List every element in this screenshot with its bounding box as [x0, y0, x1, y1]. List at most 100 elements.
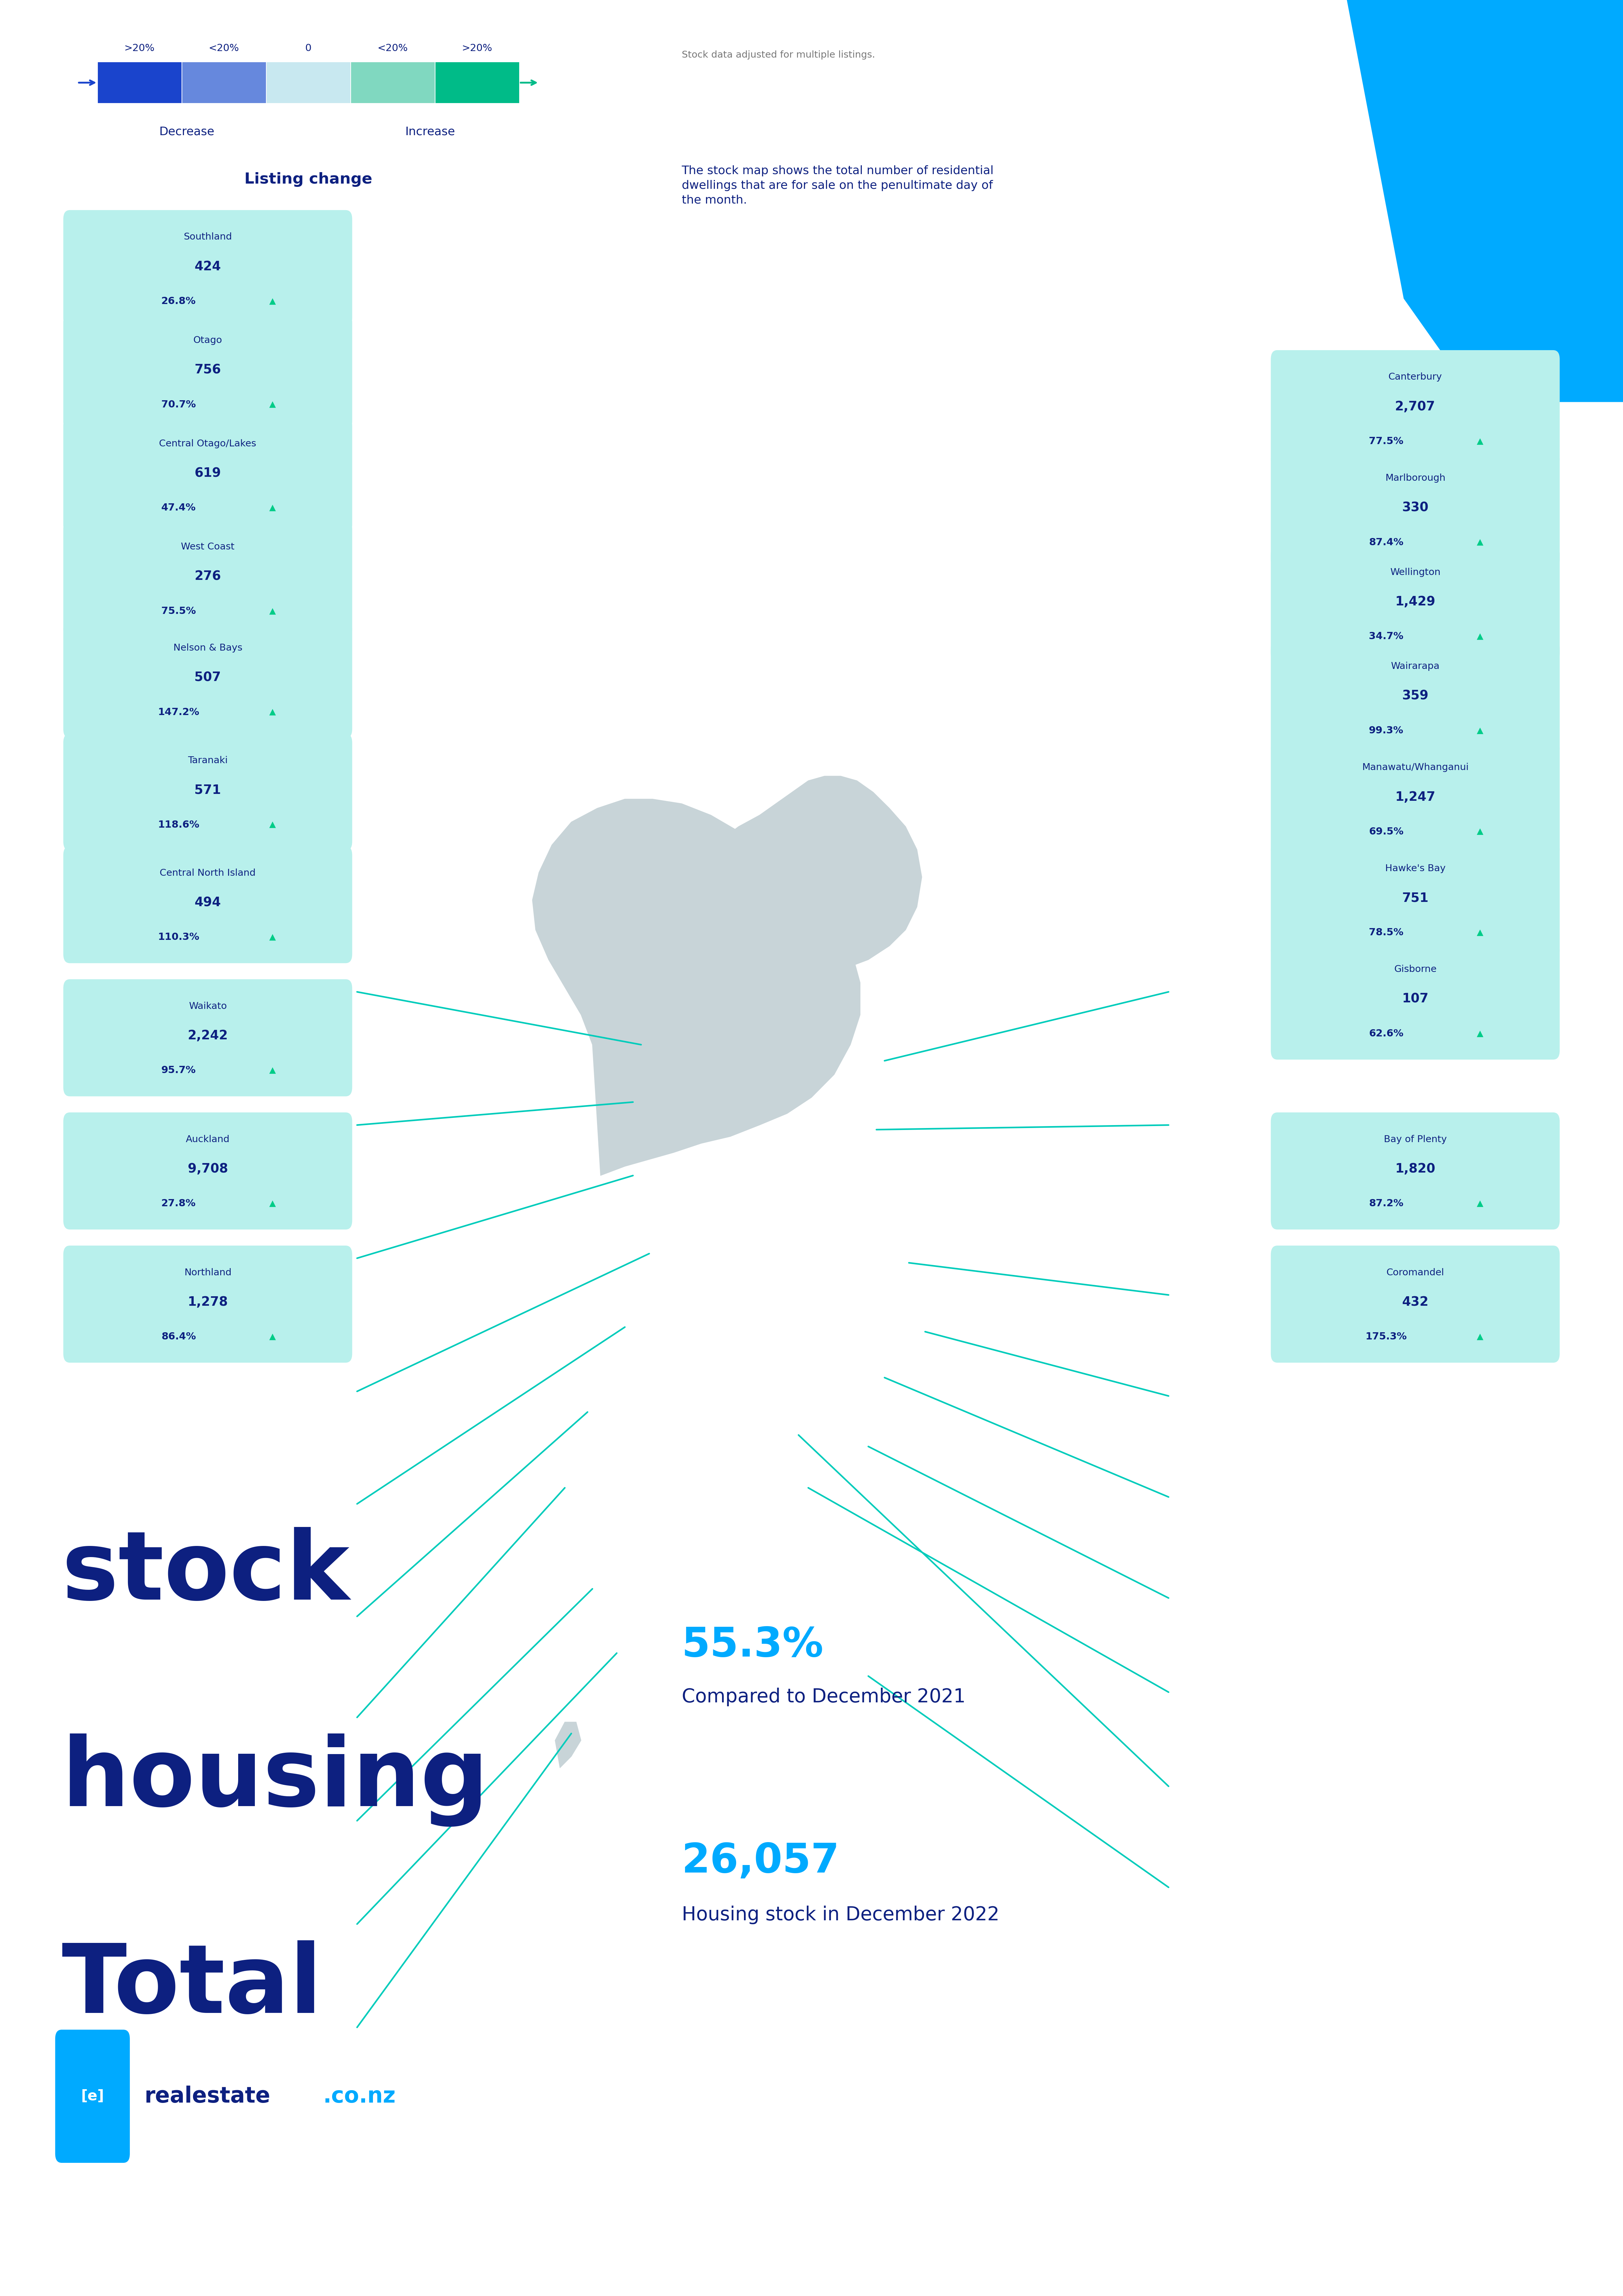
FancyBboxPatch shape [55, 2030, 130, 2163]
FancyBboxPatch shape [63, 978, 352, 1095]
Text: Otago: Otago [193, 335, 222, 344]
Text: housing: housing [62, 1733, 489, 1828]
FancyBboxPatch shape [63, 620, 352, 739]
Text: 78.5%: 78.5% [1368, 928, 1404, 937]
Text: 110.3%: 110.3% [157, 932, 200, 941]
Text: ▲: ▲ [1477, 1332, 1483, 1341]
Text: ▲: ▲ [1477, 1199, 1483, 1208]
Text: 26.8%: 26.8% [161, 296, 196, 305]
Text: 77.5%: 77.5% [1368, 436, 1404, 445]
Text: ▲: ▲ [1477, 827, 1483, 836]
Text: 47.4%: 47.4% [161, 503, 196, 512]
Text: Waikato: Waikato [188, 1001, 227, 1010]
Text: ▲: ▲ [269, 932, 276, 941]
Text: Wellington: Wellington [1389, 567, 1441, 576]
Text: ▲: ▲ [1477, 1029, 1483, 1038]
Text: ▲: ▲ [269, 606, 276, 615]
Text: 9,708: 9,708 [188, 1162, 227, 1176]
Text: 26,057: 26,057 [682, 1841, 839, 1880]
Text: 0: 0 [305, 44, 312, 53]
Text: 432: 432 [1402, 1295, 1428, 1309]
FancyBboxPatch shape [1271, 544, 1560, 661]
Text: 424: 424 [195, 259, 221, 273]
Text: 55.3%: 55.3% [682, 1626, 823, 1665]
Text: realestate: realestate [144, 2085, 271, 2108]
Text: Wairarapa: Wairarapa [1391, 661, 1440, 670]
Text: ▲: ▲ [1477, 631, 1483, 641]
Text: 34.7%: 34.7% [1368, 631, 1404, 641]
Text: ▲: ▲ [269, 707, 276, 716]
Text: 95.7%: 95.7% [161, 1065, 196, 1075]
Text: Gisborne: Gisborne [1394, 964, 1436, 974]
Text: The stock map shows the total number of residential
dwellings that are for sale : The stock map shows the total number of … [682, 165, 993, 207]
FancyBboxPatch shape [1271, 840, 1560, 960]
Text: 147.2%: 147.2% [157, 707, 200, 716]
Text: 1,820: 1,820 [1396, 1162, 1435, 1176]
Text: Central North Island: Central North Island [159, 868, 256, 877]
Text: >20%: >20% [463, 44, 492, 53]
Text: 494: 494 [195, 895, 221, 909]
Text: 27.8%: 27.8% [161, 1199, 196, 1208]
Text: 330: 330 [1402, 501, 1428, 514]
Text: ▲: ▲ [1477, 928, 1483, 937]
Text: Bay of Plenty: Bay of Plenty [1384, 1134, 1446, 1143]
Text: ▲: ▲ [269, 503, 276, 512]
Text: stock: stock [62, 1527, 349, 1619]
FancyBboxPatch shape [351, 62, 435, 103]
PathPatch shape [1347, 0, 1623, 390]
Text: 2,707: 2,707 [1396, 400, 1435, 413]
Text: ▲: ▲ [1477, 537, 1483, 546]
Text: [e]: [e] [81, 2089, 104, 2103]
FancyBboxPatch shape [63, 732, 352, 850]
Text: <20%: <20% [378, 44, 407, 53]
Text: 1,247: 1,247 [1396, 790, 1435, 804]
FancyBboxPatch shape [1271, 941, 1560, 1061]
FancyBboxPatch shape [1271, 739, 1560, 856]
Text: Canterbury: Canterbury [1388, 372, 1443, 381]
FancyBboxPatch shape [97, 62, 182, 103]
Text: 118.6%: 118.6% [157, 820, 200, 829]
FancyBboxPatch shape [63, 519, 352, 636]
Text: 507: 507 [195, 670, 221, 684]
Text: Total: Total [62, 1940, 323, 2032]
Text: 87.4%: 87.4% [1368, 537, 1404, 546]
Text: Stock data adjusted for multiple listings.: Stock data adjusted for multiple listing… [682, 51, 875, 60]
Polygon shape [532, 799, 860, 1176]
FancyBboxPatch shape [63, 845, 352, 964]
Text: 2,242: 2,242 [188, 1029, 227, 1042]
FancyBboxPatch shape [63, 209, 352, 326]
Text: 276: 276 [195, 569, 221, 583]
Text: 87.2%: 87.2% [1368, 1199, 1404, 1208]
Polygon shape [555, 1722, 581, 1768]
FancyBboxPatch shape [182, 62, 266, 103]
FancyBboxPatch shape [435, 62, 519, 103]
FancyBboxPatch shape [1271, 349, 1560, 468]
Text: 70.7%: 70.7% [161, 400, 196, 409]
Text: 107: 107 [1402, 992, 1428, 1006]
Text: 756: 756 [195, 363, 221, 377]
Text: 69.5%: 69.5% [1368, 827, 1404, 836]
FancyBboxPatch shape [63, 416, 352, 533]
Text: ▲: ▲ [1477, 436, 1483, 445]
Text: 86.4%: 86.4% [161, 1332, 196, 1341]
Text: Taranaki: Taranaki [188, 755, 227, 765]
Text: 619: 619 [195, 466, 221, 480]
Text: Hawke's Bay: Hawke's Bay [1384, 863, 1446, 872]
Text: ▲: ▲ [269, 1065, 276, 1075]
FancyBboxPatch shape [1271, 638, 1560, 758]
Text: 359: 359 [1402, 689, 1428, 703]
Text: ▲: ▲ [269, 1332, 276, 1341]
Polygon shape [1347, 0, 1623, 402]
Text: 751: 751 [1402, 891, 1428, 905]
Text: ▲: ▲ [269, 296, 276, 305]
Text: Auckland: Auckland [185, 1134, 230, 1143]
Text: 175.3%: 175.3% [1365, 1332, 1407, 1341]
Text: Housing stock in December 2022: Housing stock in December 2022 [682, 1906, 1000, 1924]
Text: 1,429: 1,429 [1396, 595, 1435, 608]
Text: Nelson & Bays: Nelson & Bays [174, 643, 242, 652]
Text: ▲: ▲ [269, 400, 276, 409]
Text: Decrease: Decrease [159, 126, 214, 138]
Text: >20%: >20% [125, 44, 154, 53]
FancyBboxPatch shape [63, 1244, 352, 1364]
Text: Marlborough: Marlborough [1384, 473, 1446, 482]
